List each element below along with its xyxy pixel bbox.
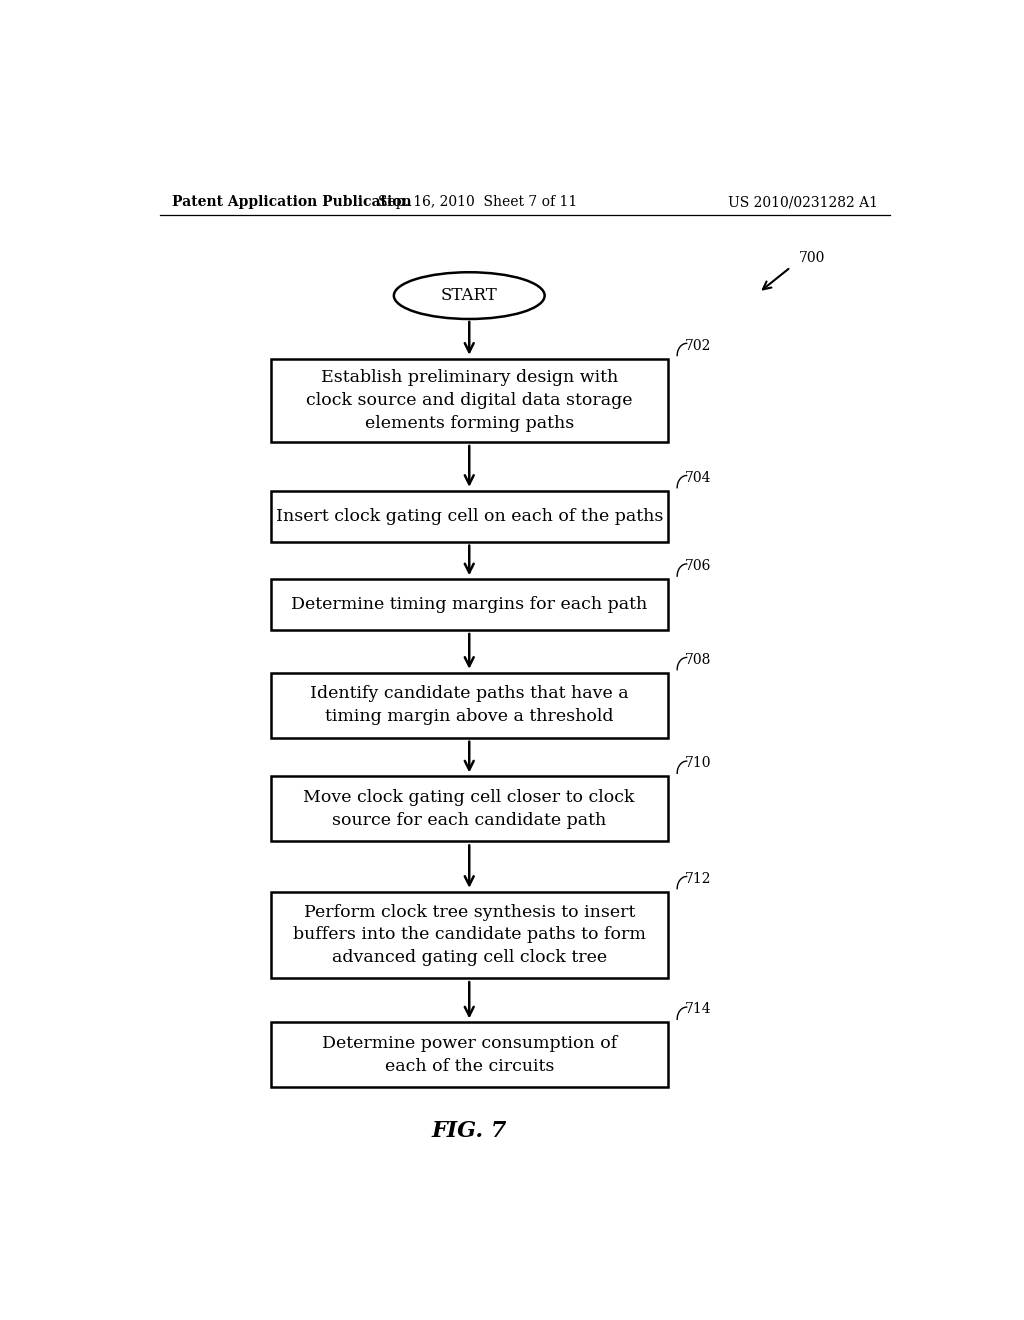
Text: FIG. 7: FIG. 7 xyxy=(431,1121,507,1142)
FancyBboxPatch shape xyxy=(270,673,668,738)
FancyBboxPatch shape xyxy=(270,579,668,630)
Text: US 2010/0231282 A1: US 2010/0231282 A1 xyxy=(728,195,878,209)
Text: START: START xyxy=(441,288,498,304)
FancyBboxPatch shape xyxy=(270,359,668,442)
Text: 714: 714 xyxy=(685,1002,712,1016)
FancyBboxPatch shape xyxy=(270,776,668,841)
Text: Determine timing margins for each path: Determine timing margins for each path xyxy=(291,597,647,612)
Text: 704: 704 xyxy=(685,471,712,484)
Text: 708: 708 xyxy=(685,652,712,667)
Text: Identify candidate paths that have a
timing margin above a threshold: Identify candidate paths that have a tim… xyxy=(310,685,629,725)
Text: 702: 702 xyxy=(685,338,712,352)
Text: Sep. 16, 2010  Sheet 7 of 11: Sep. 16, 2010 Sheet 7 of 11 xyxy=(378,195,577,209)
Text: Determine power consumption of
each of the circuits: Determine power consumption of each of t… xyxy=(322,1035,616,1074)
FancyBboxPatch shape xyxy=(270,892,668,978)
Text: 706: 706 xyxy=(685,560,712,573)
Text: 712: 712 xyxy=(685,871,712,886)
Text: Patent Application Publication: Patent Application Publication xyxy=(172,195,412,209)
Text: 700: 700 xyxy=(799,251,825,265)
Text: Move clock gating cell closer to clock
source for each candidate path: Move clock gating cell closer to clock s… xyxy=(303,789,635,829)
FancyBboxPatch shape xyxy=(270,1022,668,1088)
Text: Establish preliminary design with
clock source and digital data storage
elements: Establish preliminary design with clock … xyxy=(306,370,633,432)
FancyBboxPatch shape xyxy=(270,491,668,541)
Text: Insert clock gating cell on each of the paths: Insert clock gating cell on each of the … xyxy=(275,508,663,524)
Text: 710: 710 xyxy=(685,756,712,771)
Text: Perform clock tree synthesis to insert
buffers into the candidate paths to form
: Perform clock tree synthesis to insert b… xyxy=(293,904,646,966)
